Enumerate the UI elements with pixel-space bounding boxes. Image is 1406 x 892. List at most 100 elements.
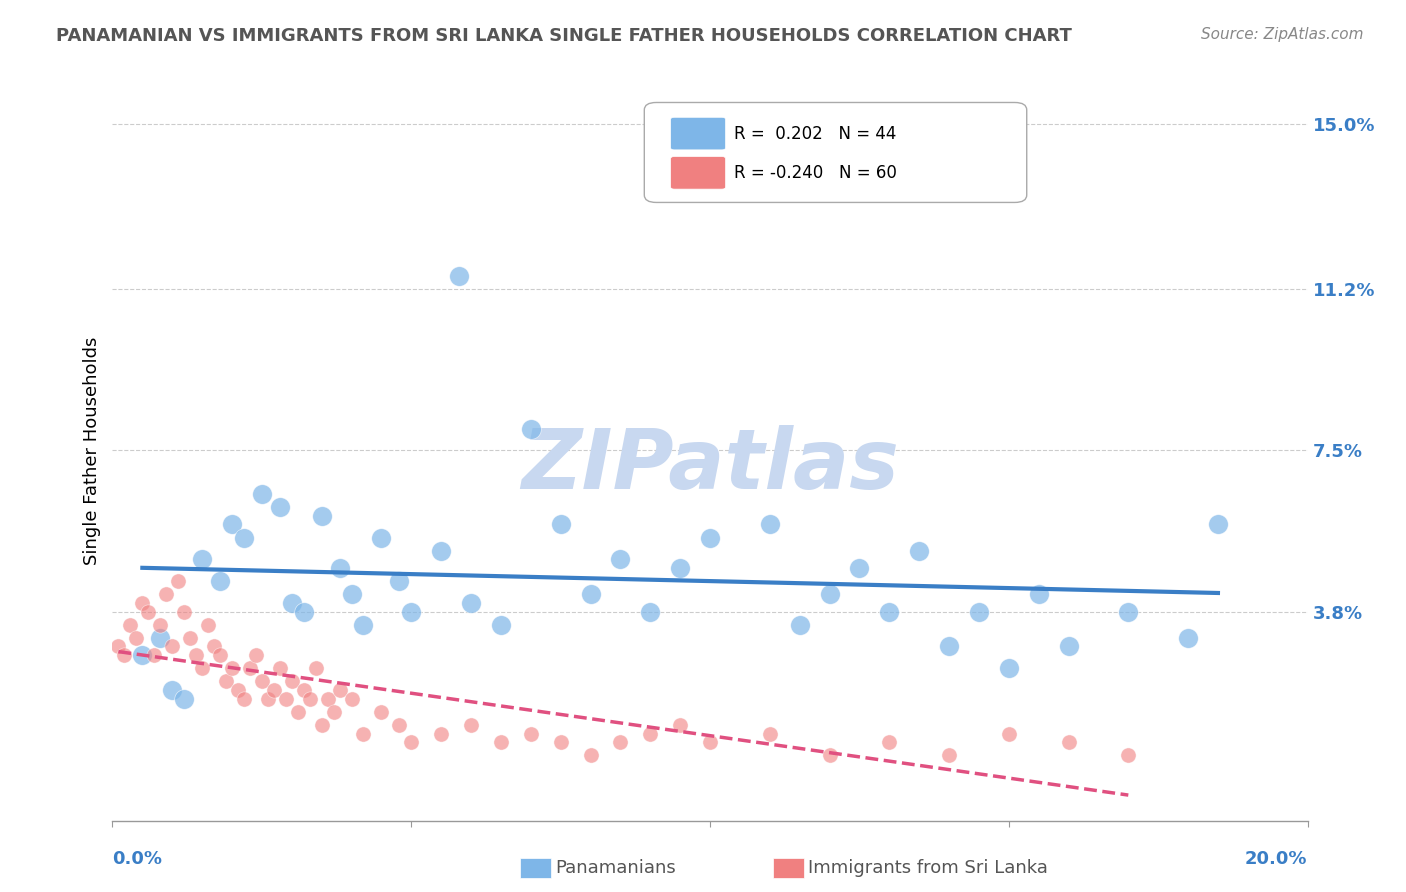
Point — [143, 648, 166, 662]
Point — [311, 718, 333, 732]
Point — [1177, 631, 1199, 645]
Point — [520, 726, 543, 740]
Point — [609, 552, 631, 566]
Point — [173, 605, 195, 619]
Point — [609, 735, 631, 749]
Point — [191, 661, 214, 675]
Point — [640, 726, 662, 740]
Point — [311, 508, 333, 523]
Point — [430, 726, 453, 740]
Point — [818, 748, 841, 763]
Point — [233, 531, 256, 545]
Point — [221, 661, 243, 675]
Point — [370, 705, 392, 719]
Point — [186, 648, 208, 662]
Point — [191, 552, 214, 566]
Point — [209, 648, 232, 662]
Point — [353, 726, 375, 740]
Point — [329, 683, 352, 698]
Point — [998, 726, 1021, 740]
Point — [269, 661, 291, 675]
Point — [998, 661, 1021, 675]
Point — [239, 661, 262, 675]
Point — [879, 605, 901, 619]
Point — [233, 691, 256, 706]
Text: PANAMANIAN VS IMMIGRANTS FROM SRI LANKA SINGLE FATHER HOUSEHOLDS CORRELATION CHA: PANAMANIAN VS IMMIGRANTS FROM SRI LANKA … — [56, 27, 1073, 45]
Point — [131, 596, 153, 610]
Text: ZIPatlas: ZIPatlas — [522, 425, 898, 506]
Point — [149, 617, 172, 632]
Point — [818, 587, 841, 601]
Point — [138, 605, 160, 619]
Point — [370, 531, 392, 545]
Point — [149, 631, 172, 645]
Y-axis label: Single Father Households: Single Father Households — [83, 336, 101, 565]
Point — [1206, 517, 1229, 532]
Point — [287, 705, 309, 719]
Point — [281, 596, 304, 610]
Text: 20.0%: 20.0% — [1246, 850, 1308, 868]
Point — [401, 605, 423, 619]
Point — [250, 487, 273, 501]
Point — [669, 718, 692, 732]
Point — [173, 691, 195, 706]
Point — [550, 517, 572, 532]
Point — [202, 640, 225, 654]
Point — [550, 735, 572, 749]
Point — [1028, 587, 1050, 601]
Point — [848, 561, 870, 575]
Point — [316, 691, 339, 706]
FancyBboxPatch shape — [671, 118, 725, 150]
Point — [179, 631, 201, 645]
Point — [120, 617, 142, 632]
Point — [1118, 605, 1140, 619]
Text: R =  0.202   N = 44: R = 0.202 N = 44 — [734, 125, 896, 143]
Point — [1057, 640, 1080, 654]
Point — [221, 517, 243, 532]
Point — [579, 748, 602, 763]
Point — [340, 587, 363, 601]
FancyBboxPatch shape — [671, 156, 725, 189]
Point — [938, 748, 960, 763]
Point — [245, 648, 267, 662]
Point — [114, 648, 135, 662]
Point — [489, 735, 512, 749]
Point — [449, 269, 471, 284]
Point — [131, 648, 153, 662]
Point — [489, 617, 512, 632]
Point — [1118, 748, 1140, 763]
Point — [789, 617, 811, 632]
Point — [579, 587, 602, 601]
Point — [162, 640, 183, 654]
Point — [430, 543, 453, 558]
Point — [292, 683, 315, 698]
Point — [460, 718, 482, 732]
Point — [125, 631, 148, 645]
Point — [460, 596, 482, 610]
Point — [879, 735, 901, 749]
Point — [669, 561, 692, 575]
Point — [257, 691, 280, 706]
Text: 0.0%: 0.0% — [112, 850, 163, 868]
Point — [1057, 735, 1080, 749]
Text: R = -0.240   N = 60: R = -0.240 N = 60 — [734, 164, 897, 182]
Text: Source: ZipAtlas.com: Source: ZipAtlas.com — [1201, 27, 1364, 42]
Point — [155, 587, 177, 601]
Text: Panamanians: Panamanians — [555, 859, 676, 877]
Point — [388, 718, 411, 732]
Point — [340, 691, 363, 706]
Point — [329, 561, 352, 575]
Point — [209, 574, 232, 588]
Point — [162, 683, 183, 698]
Point — [401, 735, 423, 749]
Point — [305, 661, 328, 675]
Point — [759, 517, 782, 532]
Point — [226, 683, 249, 698]
Point — [938, 640, 960, 654]
Point — [699, 531, 721, 545]
Point — [281, 674, 304, 689]
Point — [640, 605, 662, 619]
Text: Immigrants from Sri Lanka: Immigrants from Sri Lanka — [808, 859, 1049, 877]
Point — [353, 617, 375, 632]
Point — [215, 674, 238, 689]
